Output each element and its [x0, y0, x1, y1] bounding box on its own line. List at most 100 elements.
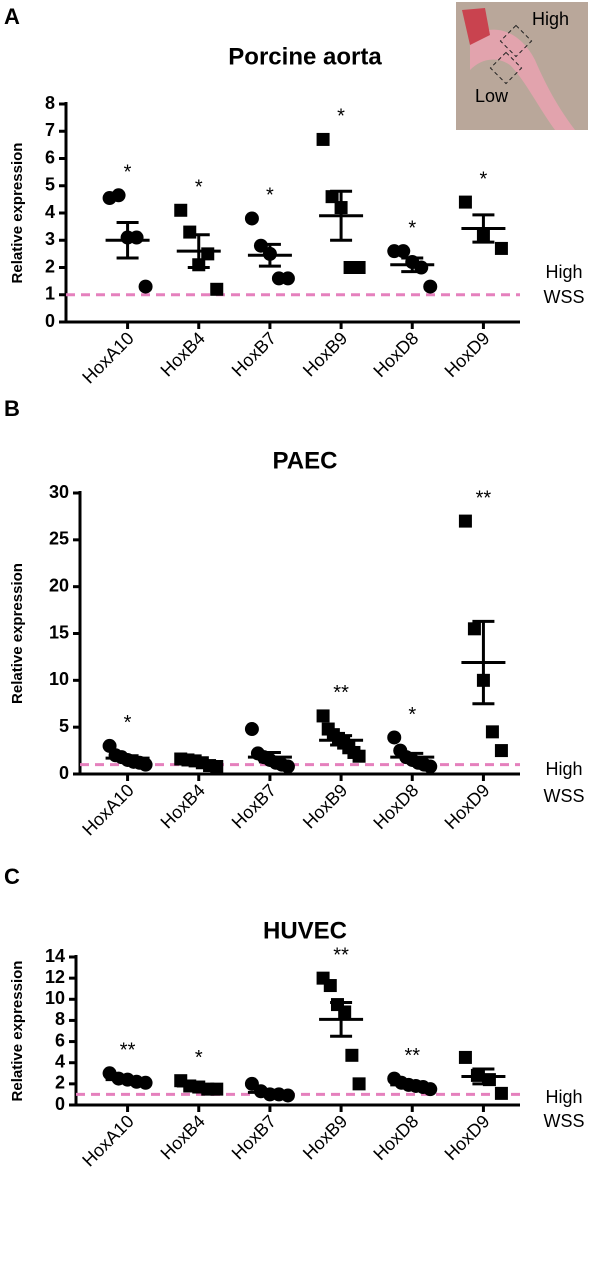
- data-point: [138, 1075, 153, 1090]
- significance: *: [408, 704, 416, 726]
- data-point: [174, 203, 188, 217]
- significance: **: [333, 944, 349, 966]
- significance: **: [476, 487, 492, 509]
- data-point: [280, 759, 295, 774]
- y-tick-label: 12: [45, 967, 65, 987]
- y-tick-label: 2: [45, 256, 55, 276]
- data-point: [458, 1050, 472, 1064]
- data-point: [138, 757, 153, 772]
- data-point: [244, 211, 259, 226]
- significance: *: [124, 712, 132, 734]
- y-axis-label: Relative expression: [9, 563, 26, 704]
- data-point: [352, 261, 366, 274]
- significance: *: [408, 217, 416, 239]
- significance: **: [120, 1040, 136, 1062]
- panel-label: C: [4, 864, 20, 889]
- panel-label: B: [4, 396, 20, 421]
- reference-label: WSS: [543, 287, 584, 307]
- y-tick-label: 0: [45, 311, 55, 331]
- significance: *: [124, 162, 132, 184]
- data-point: [494, 241, 508, 255]
- inset-photo: [456, 2, 588, 130]
- x-tick-label: HoxB9: [299, 780, 351, 832]
- y-tick-label: 25: [49, 529, 69, 549]
- significance: **: [404, 1045, 420, 1067]
- x-tick-label: HoxA10: [78, 1111, 137, 1170]
- y-tick-label: 3: [45, 229, 55, 249]
- x-tick-label: HoxB9: [299, 1111, 351, 1163]
- y-axis-label: Relative expression: [9, 961, 26, 1102]
- significance: *: [337, 106, 345, 128]
- y-tick-label: 8: [55, 1009, 65, 1029]
- y-tick-label: 30: [49, 482, 69, 502]
- y-tick-label: 7: [45, 120, 55, 140]
- y-tick-label: 15: [49, 622, 69, 642]
- x-tick-label: HoxD9: [441, 1111, 494, 1164]
- x-tick-label: HoxB4: [157, 328, 209, 380]
- reference-label: High: [545, 262, 582, 282]
- y-tick-label: 0: [55, 1094, 65, 1114]
- x-tick-label: HoxB4: [157, 780, 209, 832]
- data-point: [423, 279, 438, 294]
- data-point: [280, 1088, 295, 1103]
- data-point: [485, 725, 499, 739]
- y-tick-label: 2: [55, 1073, 65, 1093]
- inset-label: Low: [475, 86, 509, 106]
- x-tick-label: HoxA10: [78, 328, 137, 387]
- x-tick-label: HoxD9: [441, 780, 494, 833]
- x-tick-label: HoxD8: [369, 780, 422, 833]
- reference-label: WSS: [543, 1111, 584, 1131]
- data-point: [352, 1077, 366, 1091]
- x-tick-label: HoxB7: [228, 1111, 280, 1163]
- chart-title: PAEC: [273, 447, 338, 474]
- x-tick-label: HoxB9: [299, 328, 351, 380]
- significance: *: [266, 185, 274, 207]
- data-point: [138, 279, 153, 294]
- data-point: [325, 190, 339, 204]
- significance: *: [195, 177, 203, 199]
- significance: **: [333, 682, 349, 704]
- data-point: [458, 195, 472, 209]
- x-tick-label: HoxB7: [228, 780, 280, 832]
- reference-label: High: [545, 759, 582, 779]
- data-point: [323, 979, 337, 993]
- y-tick-label: 5: [45, 175, 55, 195]
- x-tick-label: HoxD9: [441, 328, 494, 381]
- data-point: [345, 1048, 359, 1062]
- data-point: [352, 749, 366, 763]
- y-tick-label: 10: [45, 988, 65, 1008]
- x-tick-label: HoxB7: [228, 328, 280, 380]
- data-point: [210, 282, 224, 296]
- x-tick-label: HoxD8: [369, 328, 422, 381]
- x-tick-label: HoxA10: [78, 780, 137, 839]
- y-tick-label: 5: [59, 716, 69, 736]
- data-point: [494, 1086, 508, 1100]
- y-tick-label: 0: [59, 763, 69, 783]
- reference-label: High: [545, 1087, 582, 1107]
- y-tick-label: 6: [45, 147, 55, 167]
- data-point: [111, 188, 126, 203]
- data-point: [467, 622, 481, 636]
- y-tick-label: 20: [49, 575, 69, 595]
- data-point: [244, 722, 259, 737]
- significance: *: [480, 168, 488, 190]
- reference-label: WSS: [543, 786, 584, 806]
- data-point: [316, 709, 330, 723]
- chart-title: Porcine aorta: [228, 43, 382, 70]
- data-point: [423, 759, 438, 774]
- y-axis-label: Relative expression: [9, 143, 26, 284]
- data-point: [387, 730, 402, 745]
- y-tick-label: 8: [45, 93, 55, 113]
- y-tick-label: 10: [49, 669, 69, 689]
- significance: *: [195, 1047, 203, 1069]
- x-tick-label: HoxD8: [369, 1111, 422, 1164]
- y-tick-label: 6: [55, 1030, 65, 1050]
- data-point: [201, 247, 215, 261]
- data-point: [129, 230, 144, 245]
- data-point: [183, 225, 197, 239]
- data-point: [396, 244, 411, 259]
- data-point: [280, 271, 295, 286]
- inset-label: High: [532, 9, 569, 29]
- x-tick-label: HoxB4: [157, 1111, 209, 1163]
